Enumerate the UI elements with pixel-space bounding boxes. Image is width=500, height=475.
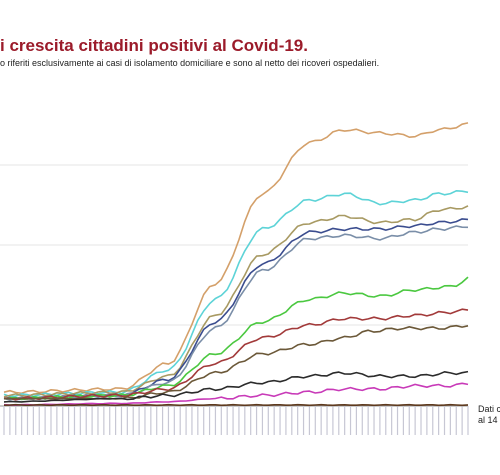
series-line-7	[3, 324, 469, 400]
series-line-1	[3, 190, 469, 398]
chart-subtitle: o riferiti esclusivamente ai casi di iso…	[0, 58, 380, 68]
series-line-6	[4, 308, 469, 401]
series-line-2	[3, 205, 469, 398]
series-line-4	[3, 225, 469, 401]
data-note-line2: al 14 g	[478, 415, 500, 425]
chart-title: i crescita cittadini positivi al Covid-1…	[0, 36, 308, 55]
data-source-note: Dati c al 14 g	[478, 404, 500, 426]
series-line-10	[3, 403, 469, 407]
series-line-0	[3, 122, 469, 395]
data-note-line1: Dati c	[478, 404, 500, 414]
series-line-5	[3, 276, 469, 401]
series-line-8	[3, 370, 469, 403]
